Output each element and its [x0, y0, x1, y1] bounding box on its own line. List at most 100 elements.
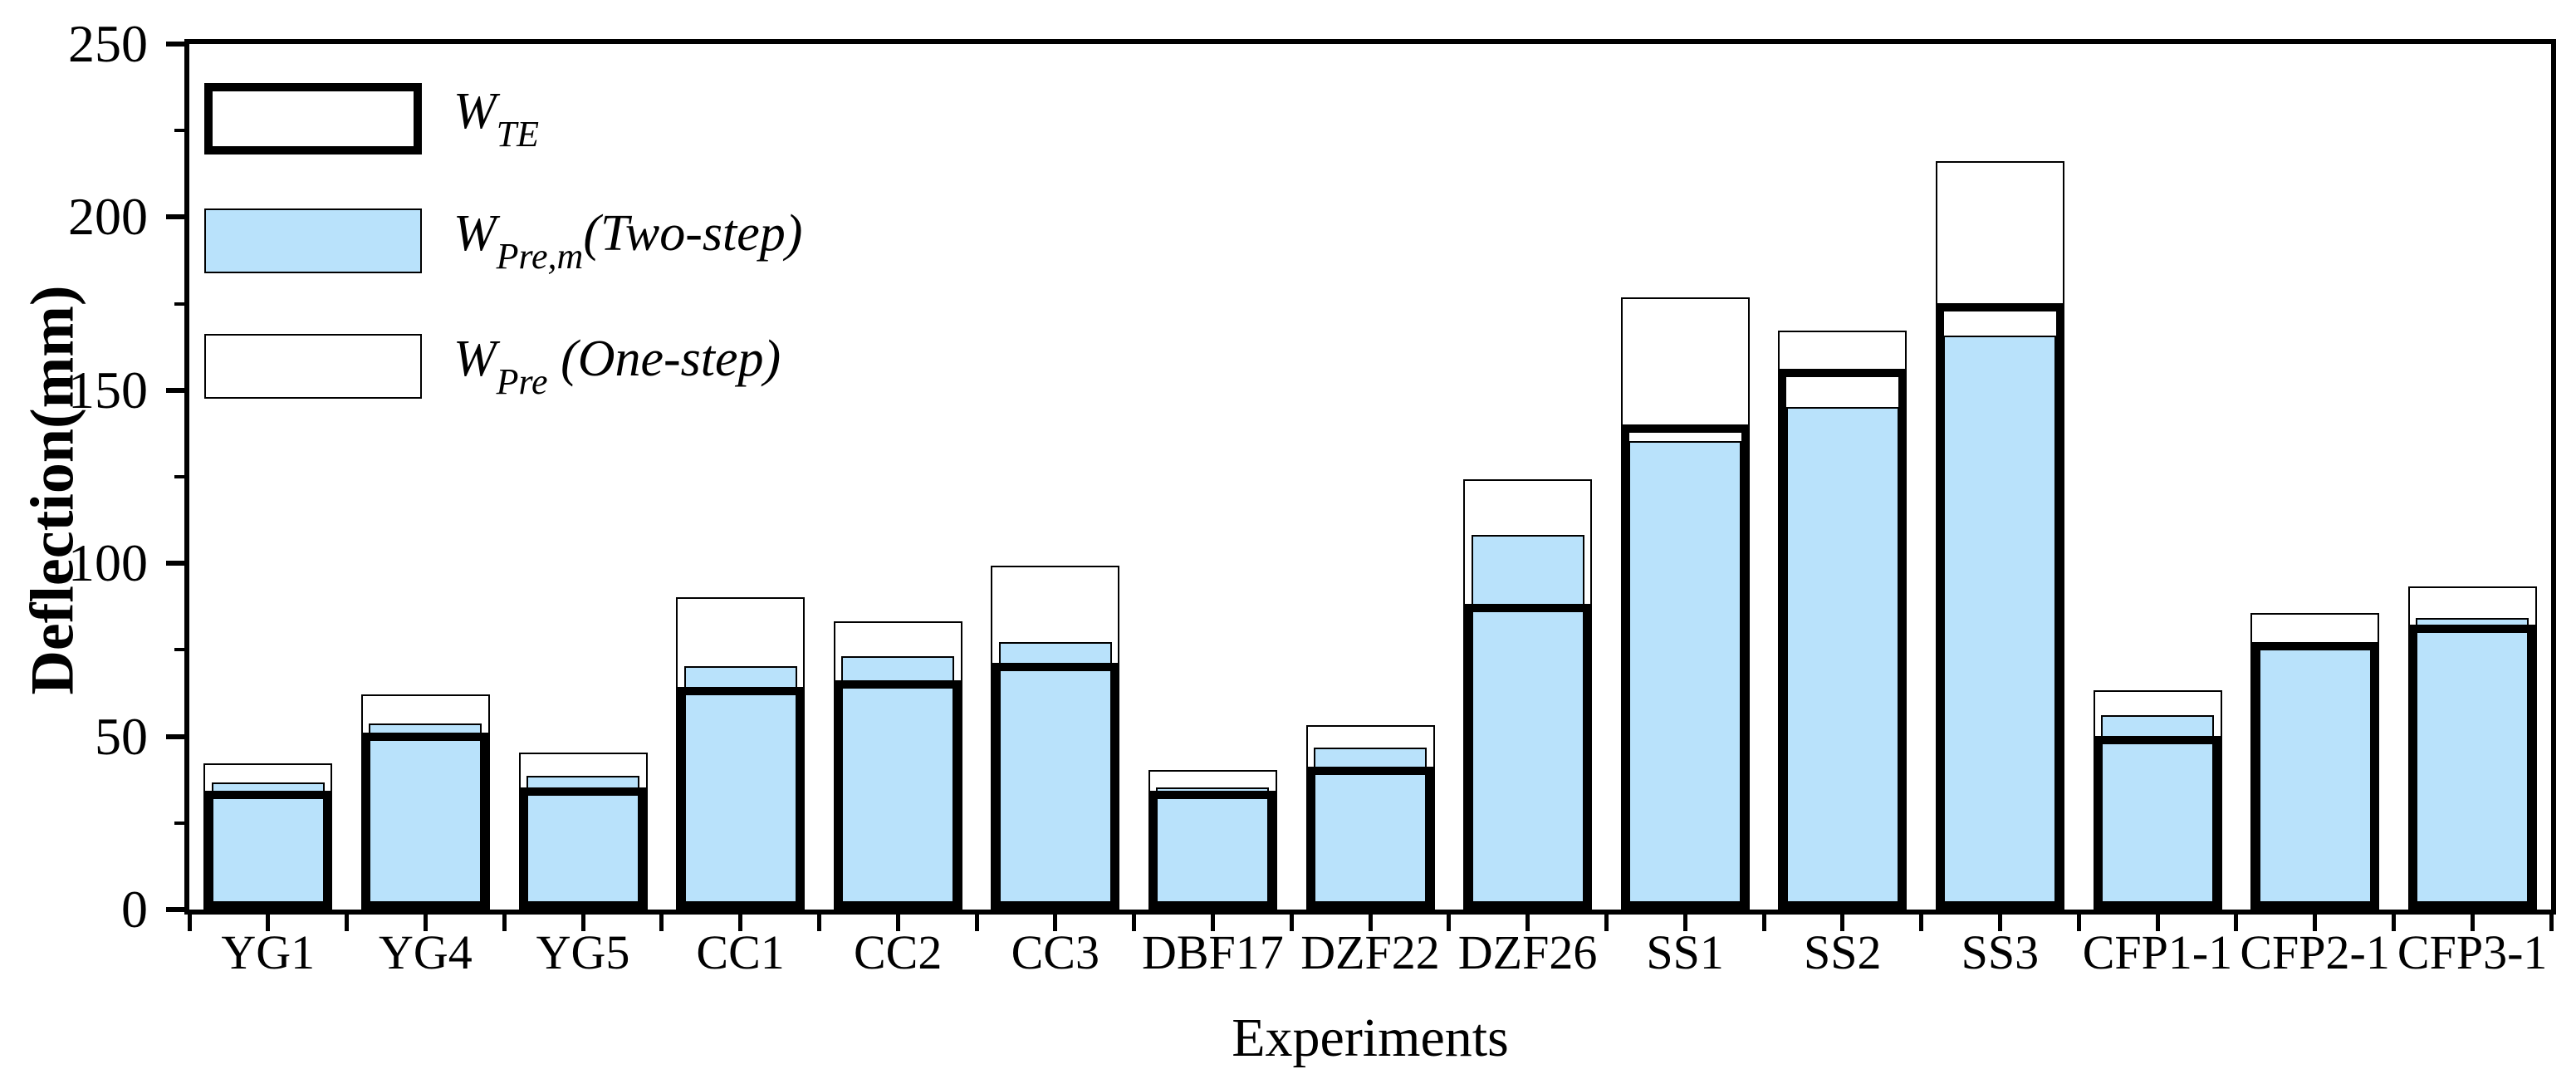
- x-boundary-tick: [1761, 910, 1766, 931]
- y-minor-tick: [174, 302, 184, 306]
- y-tick-label: 100: [68, 533, 148, 593]
- x-category-label: DBF17: [1141, 925, 1284, 979]
- legend-label-two: WPre,m(Two-step): [453, 205, 803, 277]
- legend-item-te: [204, 83, 422, 154]
- x-major-tick: [1997, 910, 2002, 931]
- y-major-tick: [166, 733, 184, 739]
- y-tick-label: 50: [95, 706, 148, 766]
- x-boundary-tick: [2234, 910, 2239, 931]
- x-major-tick: [1682, 910, 1687, 931]
- y-major-tick: [166, 907, 184, 912]
- x-category-label: SS3: [1961, 925, 2040, 979]
- x-boundary-tick: [974, 910, 979, 931]
- x-major-tick: [2470, 910, 2475, 931]
- bar-wprem-twostep-CFP2-1: [2258, 645, 2372, 910]
- x-category-label: CC3: [1011, 925, 1099, 979]
- y-major-tick: [166, 387, 184, 393]
- x-boundary-tick: [2549, 910, 2554, 931]
- bar-wprem-twostep-DBF17: [1156, 787, 1270, 910]
- x-major-tick: [1840, 910, 1845, 931]
- x-boundary-tick: [1919, 910, 1924, 931]
- x-category-label: YG1: [221, 925, 316, 979]
- y-minor-tick: [174, 821, 184, 825]
- x-major-tick: [1210, 910, 1215, 931]
- y-major-tick: [166, 561, 184, 566]
- x-category-label: CFP1-1: [2082, 925, 2233, 979]
- x-category-label: YG5: [536, 925, 630, 979]
- x-boundary-tick: [187, 910, 192, 931]
- legend-swatch-te: [204, 83, 422, 154]
- bar-wte-CFP2-1: [2250, 642, 2380, 910]
- x-category-label: CFP2-1: [2240, 925, 2390, 979]
- bar-wprem-twostep-CFP3-1: [2416, 617, 2529, 910]
- plot-area: 0 50 100 150 200 250 YG1 YG4 YG5 CC1 CC2 CC3 DBF17 DZ…: [68, 16, 2556, 978]
- x-category-label: YG4: [379, 925, 473, 979]
- legend-swatch-one: [204, 334, 422, 399]
- x-axis-title: Experiments: [1232, 1008, 1509, 1068]
- x-boundary-tick: [502, 910, 507, 931]
- x-major-tick: [423, 910, 428, 931]
- x-category-label: DZF26: [1457, 925, 1598, 979]
- x-major-tick: [1526, 910, 1530, 931]
- bar-wte-YG5: [518, 787, 648, 910]
- bar-wte-DZF26: [1463, 604, 1593, 910]
- y-minor-tick: [174, 129, 184, 133]
- bar-wte-CFP1-1: [2093, 735, 2222, 910]
- legend-item-one: [204, 334, 422, 399]
- y-tick-label: 200: [68, 187, 148, 247]
- x-major-tick: [895, 910, 900, 931]
- legend-swatch-two: [204, 208, 422, 273]
- y-minor-tick: [174, 648, 184, 652]
- bar-wprem-twostep-CC2: [841, 655, 955, 910]
- legend-label-one: WPre (One-step): [453, 331, 781, 402]
- x-category-label: DZF22: [1300, 925, 1440, 979]
- bar-wprem-twostep-YG5: [526, 775, 639, 910]
- x-boundary-tick: [659, 910, 664, 931]
- x-major-tick: [580, 910, 585, 931]
- legend-label-te: WTE: [453, 83, 540, 154]
- bar-wte-CFP3-1: [2407, 625, 2537, 910]
- bar-wprem-twostep-SS2: [1785, 406, 1899, 910]
- bar-wte-CC2: [833, 680, 962, 910]
- x-major-tick: [738, 910, 743, 931]
- bar-wte-SS2: [1778, 368, 1908, 910]
- bar-wprem-twostep-YG4: [369, 723, 482, 910]
- x-boundary-tick: [2391, 910, 2396, 931]
- bar-wte-DZF22: [1305, 767, 1435, 910]
- x-boundary-tick: [816, 910, 821, 931]
- y-tick-label: 0: [121, 880, 148, 939]
- y-major-tick: [166, 214, 184, 220]
- y-major-tick: [166, 42, 184, 47]
- y-tick-label: 250: [68, 14, 148, 73]
- x-boundary-tick: [1289, 910, 1294, 931]
- x-category-label: CFP3-1: [2397, 925, 2548, 979]
- x-boundary-tick: [2076, 910, 2081, 931]
- x-boundary-tick: [1604, 910, 1609, 931]
- x-category-label: SS2: [1804, 925, 1882, 979]
- y-minor-tick: [174, 475, 184, 478]
- bar-wprem-twostep-CC1: [683, 666, 797, 910]
- x-category-label: SS1: [1646, 925, 1724, 979]
- x-category-label: CC2: [854, 925, 943, 979]
- x-boundary-tick: [345, 910, 350, 931]
- bar-wte-CC1: [676, 687, 806, 910]
- bar-wprem-twostep-CC3: [998, 642, 1112, 910]
- bar-wprem-twostep-DZF26: [1471, 534, 1584, 910]
- x-boundary-tick: [1132, 910, 1137, 931]
- bar-wprem-twostep-YG1: [211, 782, 325, 910]
- x-major-tick: [1368, 910, 1373, 931]
- x-major-tick: [1053, 910, 1058, 931]
- x-boundary-tick: [1447, 910, 1452, 931]
- x-major-tick: [2313, 910, 2318, 931]
- y-tick-label: 150: [68, 360, 148, 419]
- bar-wprem-twostep-SS3: [1943, 336, 2057, 910]
- x-major-tick: [2155, 910, 2160, 931]
- y-axis-title: Deflection(mm): [18, 285, 87, 695]
- x-major-tick: [266, 910, 271, 931]
- bar-wte-YG4: [360, 732, 490, 910]
- x-category-label: CC1: [696, 925, 785, 979]
- bar-wte-SS3: [1935, 302, 2064, 910]
- legend-item-two: [204, 208, 422, 273]
- bar-wte-DBF17: [1148, 791, 1277, 910]
